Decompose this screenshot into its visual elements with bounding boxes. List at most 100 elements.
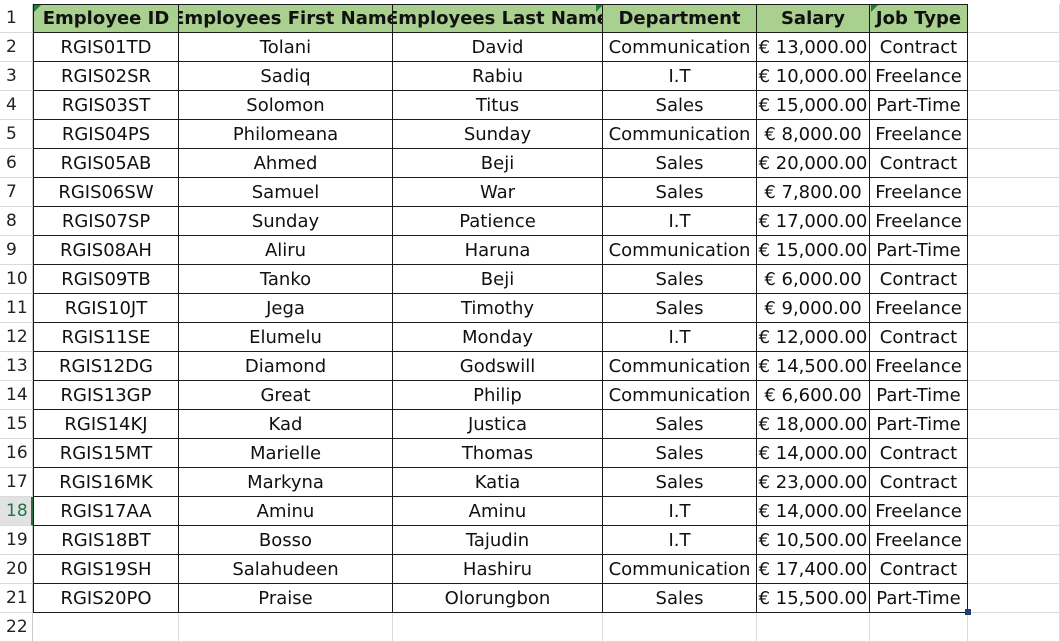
table-cell[interactable]: € 7,800.00 — [757, 178, 870, 207]
table-cell[interactable]: RGIS10JT — [33, 294, 179, 323]
table-cell[interactable]: Diamond — [179, 352, 393, 381]
table-cell[interactable]: Aminu — [179, 497, 393, 526]
table-cell[interactable]: Aminu — [393, 497, 603, 526]
table-cell[interactable]: Communication — [603, 381, 757, 410]
table-cell[interactable]: Part-Time — [870, 381, 968, 410]
table-cell[interactable]: Freelance — [870, 120, 968, 149]
empty-cell[interactable] — [968, 410, 1060, 439]
table-cell[interactable]: RGIS12DG — [33, 352, 179, 381]
row-header[interactable]: 15 — [0, 410, 33, 439]
table-cell[interactable]: RGIS08AH — [33, 236, 179, 265]
table-cell[interactable]: Sales — [603, 91, 757, 120]
table-cell[interactable]: Solomon — [179, 91, 393, 120]
table-cell[interactable]: Contract — [870, 439, 968, 468]
table-cell[interactable]: Sales — [603, 468, 757, 497]
row-header[interactable]: 17 — [0, 468, 33, 497]
table-cell[interactable]: Freelance — [870, 497, 968, 526]
empty-cell[interactable] — [968, 33, 1060, 62]
table-cell[interactable]: Ahmed — [179, 149, 393, 178]
table-cell[interactable]: Sunday — [179, 207, 393, 236]
table-cell[interactable]: Sales — [603, 584, 757, 613]
table-cell[interactable]: Salahudeen — [179, 555, 393, 584]
table-cell[interactable]: Contract — [870, 468, 968, 497]
table-cell[interactable]: Communication — [603, 120, 757, 149]
empty-cell[interactable] — [393, 613, 603, 642]
table-cell[interactable]: Communication — [603, 555, 757, 584]
empty-cell[interactable] — [968, 613, 1060, 642]
empty-cell[interactable] — [968, 62, 1060, 91]
table-cell[interactable]: RGIS06SW — [33, 178, 179, 207]
table-cell[interactable]: RGIS03ST — [33, 91, 179, 120]
table-cell[interactable]: € 13,000.00 — [757, 33, 870, 62]
row-header[interactable]: 3 — [0, 62, 33, 91]
row-header[interactable]: 22 — [0, 613, 33, 642]
table-cell[interactable]: Philip — [393, 381, 603, 410]
table-cell[interactable]: Communication — [603, 236, 757, 265]
table-cell[interactable]: RGIS13GP — [33, 381, 179, 410]
empty-cell[interactable] — [968, 4, 1060, 33]
row-header[interactable]: 1 — [0, 4, 33, 33]
table-cell[interactable]: War — [393, 178, 603, 207]
table-cell[interactable]: € 15,000.00 — [757, 236, 870, 265]
empty-cell[interactable] — [968, 294, 1060, 323]
table-cell[interactable]: RGIS16MK — [33, 468, 179, 497]
table-cell[interactable]: RGIS20PO — [33, 584, 179, 613]
empty-cell[interactable] — [968, 91, 1060, 120]
table-cell[interactable]: RGIS07SP — [33, 207, 179, 236]
table-cell[interactable]: Contract — [870, 149, 968, 178]
table-cell[interactable]: I.T — [603, 497, 757, 526]
table-cell[interactable]: Hashiru — [393, 555, 603, 584]
table-cell[interactable]: Freelance — [870, 294, 968, 323]
row-header[interactable]: 7 — [0, 178, 33, 207]
table-cell[interactable]: € 14,000.00 — [757, 497, 870, 526]
empty-cell[interactable] — [968, 526, 1060, 555]
table-cell[interactable]: Philomeana — [179, 120, 393, 149]
row-header[interactable]: 12 — [0, 323, 33, 352]
table-cell[interactable]: I.T — [603, 323, 757, 352]
table-cell[interactable]: Justica — [393, 410, 603, 439]
empty-cell[interactable] — [968, 323, 1060, 352]
table-cell[interactable]: € 15,500.00 — [757, 584, 870, 613]
table-cell[interactable]: RGIS01TD — [33, 33, 179, 62]
empty-cell[interactable] — [968, 149, 1060, 178]
table-cell[interactable]: RGIS14KJ — [33, 410, 179, 439]
table-cell[interactable]: € 14,500.00 — [757, 352, 870, 381]
empty-cell[interactable] — [870, 613, 968, 642]
empty-cell[interactable] — [968, 207, 1060, 236]
column-header-cell[interactable]: Employees First Name — [179, 4, 393, 33]
table-cell[interactable]: Part-Time — [870, 236, 968, 265]
row-header[interactable]: 21 — [0, 584, 33, 613]
empty-cell[interactable] — [968, 381, 1060, 410]
empty-cell[interactable] — [968, 439, 1060, 468]
row-header[interactable]: 14 — [0, 381, 33, 410]
table-cell[interactable]: Part-Time — [870, 584, 968, 613]
table-cell[interactable]: Sadiq — [179, 62, 393, 91]
row-header[interactable]: 16 — [0, 439, 33, 468]
table-cell[interactable]: RGIS04PS — [33, 120, 179, 149]
table-cell[interactable]: € 17,000.00 — [757, 207, 870, 236]
empty-cell[interactable] — [968, 352, 1060, 381]
table-cell[interactable]: € 15,000.00 — [757, 91, 870, 120]
table-cell[interactable]: Contract — [870, 323, 968, 352]
table-cell[interactable]: Communication — [603, 33, 757, 62]
table-cell[interactable]: Rabiu — [393, 62, 603, 91]
table-cell[interactable]: € 10,500.00 — [757, 526, 870, 555]
table-cell[interactable]: Titus — [393, 91, 603, 120]
empty-cell[interactable] — [33, 613, 179, 642]
row-header[interactable]: 4 — [0, 91, 33, 120]
column-header-cell[interactable]: Department — [603, 4, 757, 33]
table-cell[interactable]: € 6,000.00 — [757, 265, 870, 294]
table-cell[interactable]: Sales — [603, 439, 757, 468]
table-cell[interactable]: € 14,000.00 — [757, 439, 870, 468]
table-cell[interactable]: Kad — [179, 410, 393, 439]
table-cell[interactable]: € 6,600.00 — [757, 381, 870, 410]
table-cell[interactable]: Sales — [603, 410, 757, 439]
table-cell[interactable]: Patience — [393, 207, 603, 236]
table-cell[interactable]: Olorungbon — [393, 584, 603, 613]
table-cell[interactable]: Katia — [393, 468, 603, 497]
empty-cell[interactable] — [968, 120, 1060, 149]
table-cell[interactable]: RGIS05AB — [33, 149, 179, 178]
table-cell[interactable]: Elumelu — [179, 323, 393, 352]
row-header[interactable]: 10 — [0, 265, 33, 294]
table-cell[interactable]: € 12,000.00 — [757, 323, 870, 352]
